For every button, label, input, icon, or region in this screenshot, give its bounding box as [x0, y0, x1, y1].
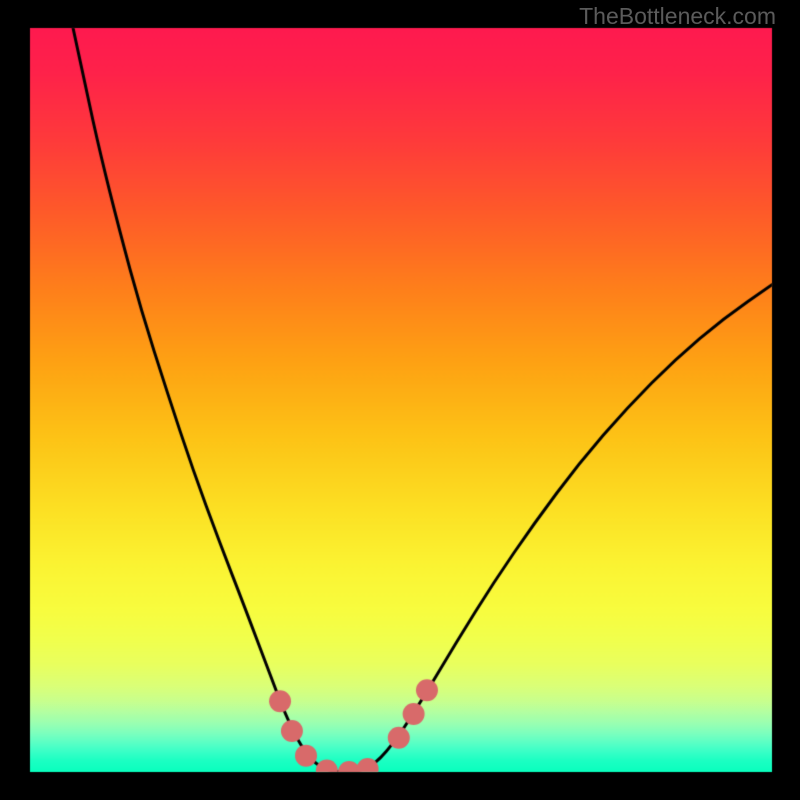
marker-layer — [0, 0, 800, 800]
chart-root: TheBottleneck.com — [0, 0, 800, 800]
watermark-text: TheBottleneck.com — [579, 3, 776, 30]
